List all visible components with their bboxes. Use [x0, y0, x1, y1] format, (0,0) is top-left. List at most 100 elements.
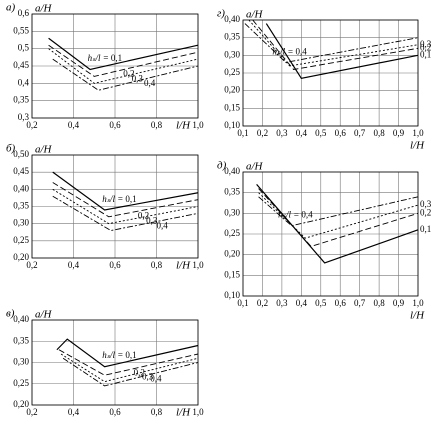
series-label: 0,2 — [420, 207, 431, 217]
y-tick-label: 0,10 — [224, 290, 240, 300]
x-tick-label: 0,6 — [109, 120, 121, 130]
x-axis-label: l/H — [410, 140, 425, 152]
x-tick-label: 1,0 — [192, 407, 204, 417]
y-tick-label: 0,20 — [224, 85, 240, 95]
x-axis-label: l/H — [176, 260, 191, 272]
y-tick-label: 0,25 — [224, 67, 240, 77]
x-tick-label: 0,9 — [393, 128, 405, 138]
series-label: 0,4 — [144, 78, 156, 88]
x-tick-label: 0,3 — [276, 298, 288, 308]
series-line — [256, 184, 419, 264]
y-tick-label: 0,55 — [13, 25, 29, 35]
plot-frame — [242, 19, 419, 127]
series-line — [52, 58, 199, 91]
y-tick-label: 0,45 — [13, 60, 29, 70]
series-label: 0,4 — [296, 47, 308, 57]
x-tick-label: 0,4 — [68, 260, 80, 270]
x-tick-label: 0,2 — [26, 120, 37, 130]
series-line — [56, 338, 199, 368]
y-tick-label: 0,20 — [224, 249, 240, 259]
series-label: 0,1 — [420, 49, 431, 59]
x-tick-label: 0,7 — [354, 298, 366, 308]
x-axis-label: l/H — [410, 310, 425, 322]
x-tick-label: 0,2 — [257, 128, 268, 138]
series-label: 0,2 — [134, 368, 145, 378]
annotation: hₛ/l = — [272, 47, 293, 57]
series-line — [62, 357, 199, 387]
y-axis-label: a/H — [246, 161, 264, 173]
x-tick-label: 0,6 — [109, 260, 121, 270]
annotation: hₛ/l = — [102, 194, 123, 204]
series-label: 0,1 — [125, 350, 136, 360]
series-label: 0,1 — [420, 224, 431, 234]
series-line — [48, 44, 199, 77]
plot-frame — [242, 171, 419, 297]
series-label: 0,3 — [146, 216, 158, 226]
x-tick-label: 0,2 — [257, 298, 268, 308]
x-tick-label: 0,8 — [373, 298, 385, 308]
y-axis-label: a/H — [35, 309, 53, 321]
x-tick-label: 1,0 — [192, 260, 204, 270]
series-line — [258, 192, 419, 239]
x-tick-label: 0,9 — [393, 298, 405, 308]
x-tick-label: 0,8 — [151, 407, 163, 417]
series-label: 0,1 — [125, 194, 136, 204]
y-tick-label: 0,35 — [13, 335, 29, 345]
y-tick-label: 0,30 — [13, 218, 29, 228]
y-tick-label: 0,35 — [13, 95, 29, 105]
series-line — [258, 196, 419, 227]
x-tick-label: 0,8 — [151, 120, 163, 130]
x-tick-label: 0,4 — [296, 128, 308, 138]
series-line — [48, 37, 199, 71]
series-label: 0,4 — [157, 221, 169, 231]
y-tick-label: 0,15 — [224, 269, 240, 279]
x-tick-label: 0,3 — [276, 128, 288, 138]
x-tick-label: 0,1 — [237, 128, 248, 138]
x-tick-label: 0,5 — [315, 128, 327, 138]
annotation: hₛ/l = — [278, 210, 299, 220]
panel-label: д) — [217, 160, 227, 172]
y-tick-label: 0,35 — [224, 187, 240, 197]
y-axis-label: a/H — [35, 3, 53, 15]
y-tick-label: 0,45 — [13, 166, 29, 176]
annotation: hₛ/l = — [88, 53, 109, 63]
series-line — [60, 353, 199, 383]
y-tick-label: 0,25 — [13, 378, 29, 388]
x-tick-label: 1,0 — [192, 120, 204, 130]
y-tick-label: 0,4 — [18, 77, 30, 87]
series-line — [248, 19, 419, 67]
y-tick-label: 0,30 — [13, 357, 29, 367]
x-tick-label: 1,0 — [412, 128, 424, 138]
annotation: hₛ/l = — [102, 350, 123, 360]
y-tick-label: 0,40 — [224, 14, 240, 24]
y-tick-label: 0,40 — [224, 166, 240, 176]
series-label: 0,4 — [150, 374, 162, 384]
y-axis-label: a/H — [246, 9, 264, 21]
x-tick-label: 0,4 — [68, 120, 80, 130]
series-label: 0,3 — [420, 39, 432, 49]
x-tick-label: 0,7 — [354, 128, 366, 138]
y-tick-label: 0,35 — [224, 32, 240, 42]
series-label: 0,2 — [138, 210, 149, 220]
y-tick-label: 0,6 — [18, 8, 30, 18]
x-tick-label: 0,6 — [335, 298, 347, 308]
series-label: 0,3 — [142, 371, 154, 381]
y-tick-label: 0,25 — [224, 228, 240, 238]
series-line — [52, 188, 199, 225]
y-tick-label: 0,25 — [13, 235, 29, 245]
x-tick-label: 0,2 — [26, 260, 37, 270]
series-line — [252, 19, 419, 70]
panel-label: в) — [6, 308, 15, 320]
y-tick-label: 0,35 — [13, 201, 29, 211]
series-line — [52, 171, 199, 211]
x-tick-label: 1,0 — [412, 298, 424, 308]
series-label: 0,2 — [420, 42, 431, 52]
panel-label: б) — [6, 143, 16, 155]
panel-label: г) — [217, 8, 225, 20]
series-line — [244, 23, 419, 63]
y-tick-label: 0,50 — [13, 149, 29, 159]
x-tick-label: 0,4 — [68, 407, 80, 417]
x-tick-label: 0,2 — [26, 407, 37, 417]
series-line — [265, 23, 419, 79]
